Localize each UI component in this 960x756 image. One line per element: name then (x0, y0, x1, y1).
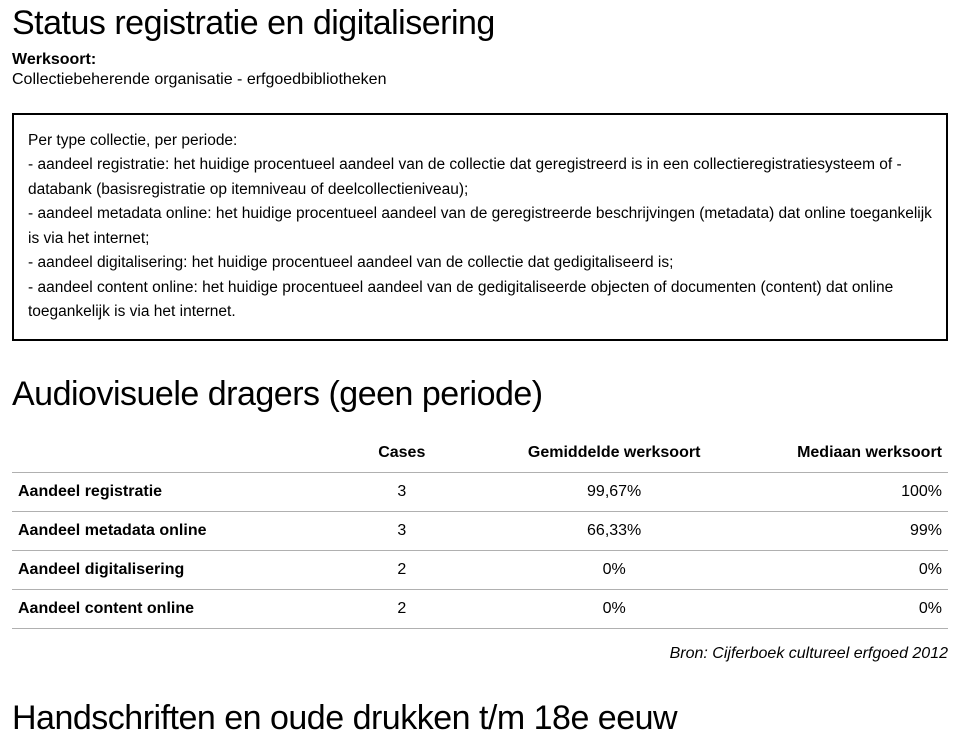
werksoort-value: Collectiebeherende organisatie - erfgoed… (12, 71, 948, 89)
info-line-3: - aandeel digitalisering: het huidige pr… (28, 251, 932, 275)
info-intro: Per type collectie, per periode: (28, 129, 932, 153)
table-row: Aandeel registratie 3 99,67% 100% (12, 472, 948, 511)
data-table: Cases Gemiddelde werksoort Mediaan werks… (12, 436, 948, 629)
row-cases: 2 (320, 550, 484, 589)
row-gem: 0% (484, 589, 745, 628)
row-cases: 2 (320, 589, 484, 628)
table-row: Aandeel metadata online 3 66,33% 99% (12, 511, 948, 550)
section-2-title: Handschriften en oude drukken t/m 18e ee… (12, 699, 948, 738)
info-line-2: - aandeel metadata online: het huidige p… (28, 202, 932, 251)
info-line-4: - aandeel content online: het huidige pr… (28, 276, 932, 325)
col-header-cases: Cases (320, 436, 484, 473)
row-gem: 99,67% (484, 472, 745, 511)
info-box: Per type collectie, per periode: - aande… (12, 113, 948, 341)
row-label: Aandeel content online (12, 589, 320, 628)
row-cases: 3 (320, 472, 484, 511)
col-header-med: Mediaan werksoort (744, 436, 948, 473)
col-header-empty (12, 436, 320, 473)
section-1-title: Audiovisuele dragers (geen periode) (12, 375, 948, 414)
row-label: Aandeel registratie (12, 472, 320, 511)
row-med: 100% (744, 472, 948, 511)
table-header-row: Cases Gemiddelde werksoort Mediaan werks… (12, 436, 948, 473)
table-row: Aandeel digitalisering 2 0% 0% (12, 550, 948, 589)
row-label: Aandeel digitalisering (12, 550, 320, 589)
table-row: Aandeel content online 2 0% 0% (12, 589, 948, 628)
col-header-gem: Gemiddelde werksoort (484, 436, 745, 473)
row-gem: 0% (484, 550, 745, 589)
row-med: 0% (744, 550, 948, 589)
row-med: 99% (744, 511, 948, 550)
row-cases: 3 (320, 511, 484, 550)
werksoort-label: Werksoort: (12, 51, 948, 69)
page-title: Status registratie en digitalisering (12, 4, 948, 43)
info-line-1: - aandeel registratie: het huidige proce… (28, 153, 932, 202)
row-label: Aandeel metadata online (12, 511, 320, 550)
row-med: 0% (744, 589, 948, 628)
source-citation: Bron: Cijferboek cultureel erfgoed 2012 (12, 645, 948, 663)
row-gem: 66,33% (484, 511, 745, 550)
